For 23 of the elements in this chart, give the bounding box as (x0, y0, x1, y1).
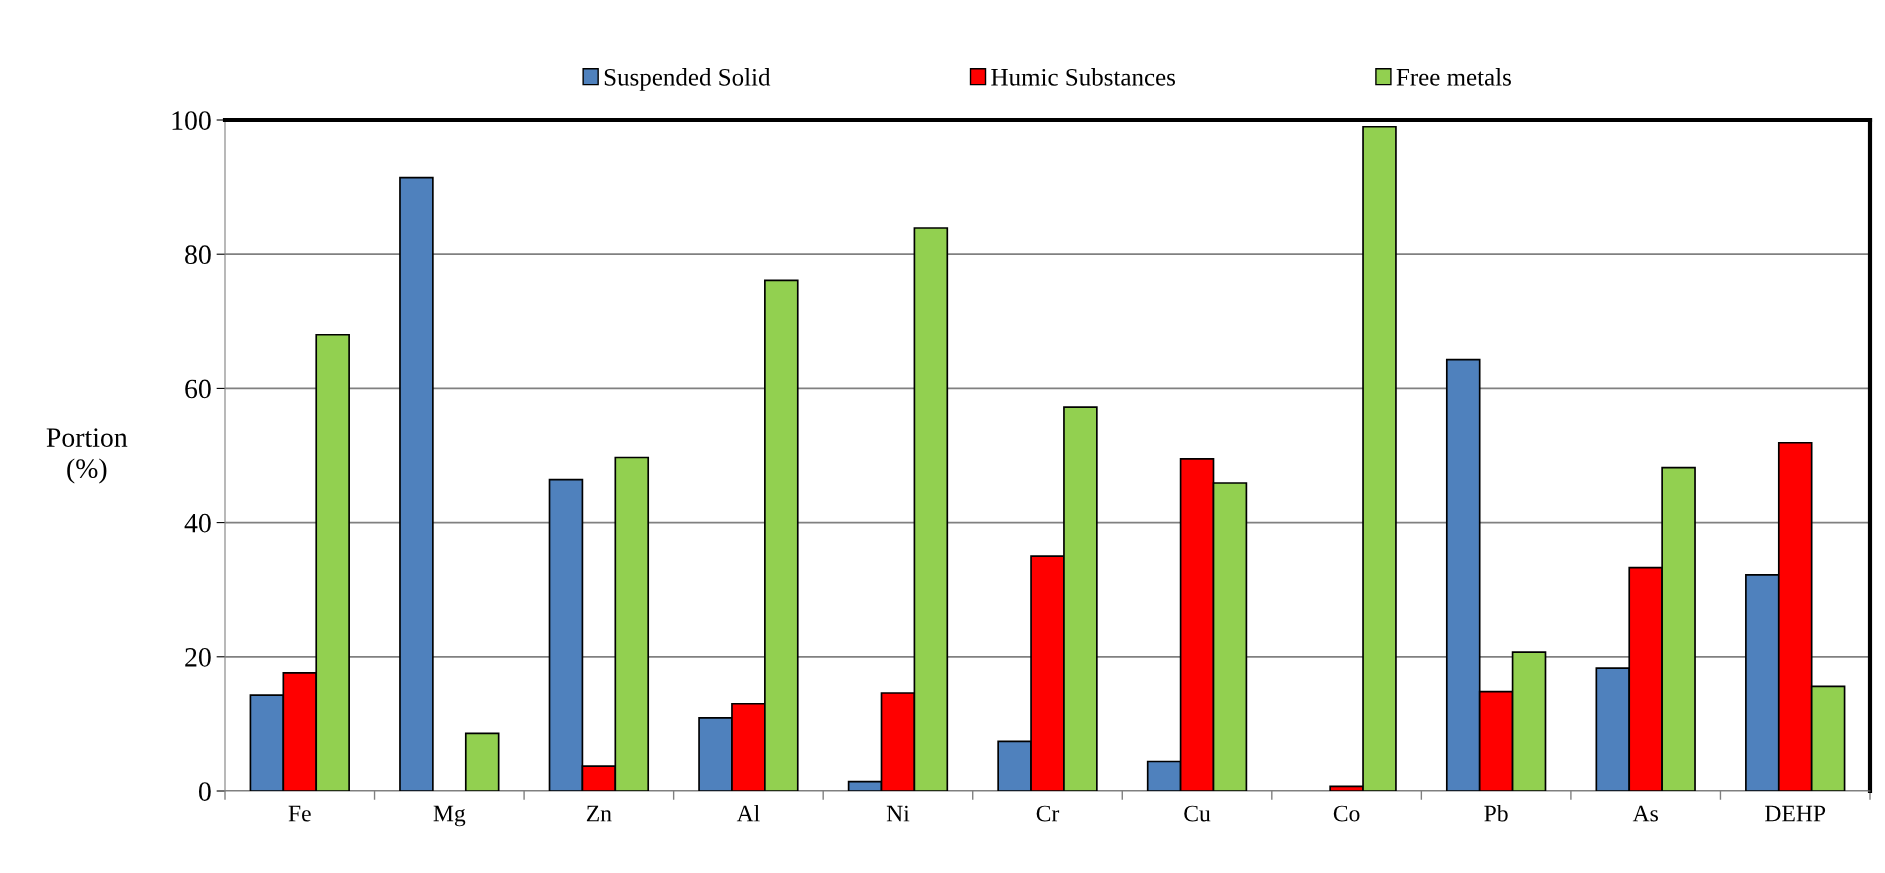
x-tick-label: As (1632, 805, 1658, 822)
x-tick-label: DEHP (1765, 805, 1826, 822)
x-tick-label: Cr (1036, 805, 1060, 822)
x-tick-label: Pb (1484, 804, 1508, 822)
y-tick-label: 60 (185, 379, 211, 399)
bar (399, 176, 434, 791)
legend-label: Free metals (1396, 68, 1511, 86)
x-tick-label: Al (736, 804, 760, 822)
y-axis-title: Portion (%) (46, 428, 128, 484)
x-tick-label: Mg (433, 805, 466, 827)
x-tick-label: Zn (586, 805, 612, 822)
legend-label: Humic Substances (991, 68, 1176, 86)
y-tick-label: 100 (172, 111, 211, 130)
x-tick-label: Cu (1184, 805, 1211, 822)
x-tick-label: Ni (886, 805, 910, 822)
legend-label: Suspended Solid (604, 68, 771, 91)
y-tick-label: 80 (185, 245, 211, 265)
x-tick-label: Fe (288, 805, 311, 822)
y-tick-label: 20 (185, 647, 211, 667)
bar (464, 732, 500, 791)
y-tick-label: 0 (198, 782, 211, 801)
x-tick-label: Co (1333, 805, 1360, 822)
y-tick-label: 40 (184, 513, 211, 533)
